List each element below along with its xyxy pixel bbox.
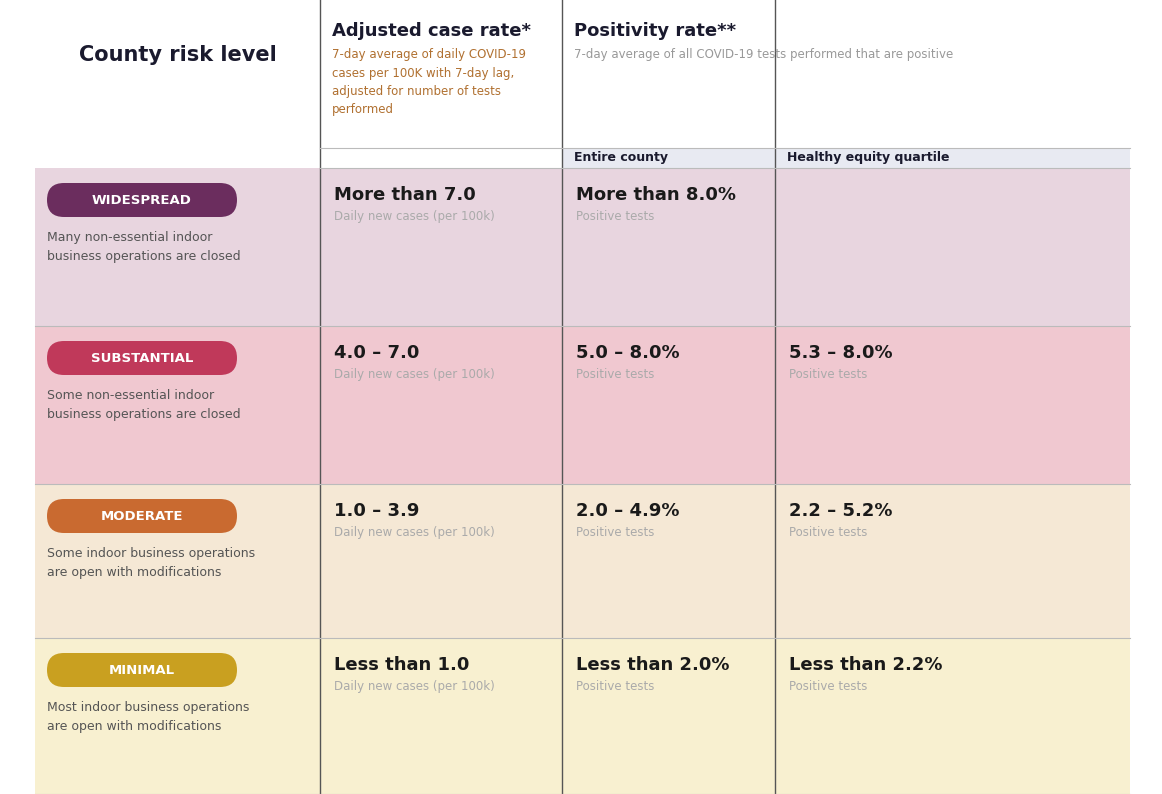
Text: 4.0 – 7.0: 4.0 – 7.0 (333, 344, 419, 362)
Text: Most indoor business operations
are open with modifications: Most indoor business operations are open… (46, 701, 250, 733)
FancyBboxPatch shape (46, 653, 237, 687)
Text: Daily new cases (per 100k): Daily new cases (per 100k) (333, 210, 495, 223)
Text: Positive tests: Positive tests (576, 526, 654, 539)
Text: MINIMAL: MINIMAL (109, 664, 175, 676)
Text: 5.0 – 8.0%: 5.0 – 8.0% (576, 344, 680, 362)
Text: MODERATE: MODERATE (101, 510, 184, 522)
Text: Some indoor business operations
are open with modifications: Some indoor business operations are open… (46, 547, 256, 579)
Text: County risk level: County risk level (79, 45, 277, 65)
Text: Positive tests: Positive tests (576, 368, 654, 381)
Text: Less than 1.0: Less than 1.0 (333, 656, 469, 674)
Text: Healthy equity quartile: Healthy equity quartile (787, 151, 949, 164)
Text: 1.0 – 3.9: 1.0 – 3.9 (333, 502, 419, 520)
Text: Daily new cases (per 100k): Daily new cases (per 100k) (333, 680, 495, 693)
Text: SUBSTANTIAL: SUBSTANTIAL (91, 352, 193, 364)
FancyBboxPatch shape (46, 183, 237, 217)
Text: WIDESPREAD: WIDESPREAD (92, 194, 192, 206)
FancyBboxPatch shape (46, 341, 237, 375)
Text: More than 7.0: More than 7.0 (333, 186, 475, 204)
Text: Positive tests: Positive tests (789, 526, 867, 539)
Text: More than 8.0%: More than 8.0% (576, 186, 736, 204)
Text: 7-day average of all COVID-19 tests performed that are positive: 7-day average of all COVID-19 tests perf… (574, 48, 953, 61)
Text: 7-day average of daily COVID-19
cases per 100K with 7-day lag,
adjusted for numb: 7-day average of daily COVID-19 cases pe… (332, 48, 526, 117)
Text: Daily new cases (per 100k): Daily new cases (per 100k) (333, 368, 495, 381)
Text: Many non-essential indoor
business operations are closed: Many non-essential indoor business opera… (46, 231, 241, 263)
Text: Positive tests: Positive tests (576, 210, 654, 223)
Text: 2.2 – 5.2%: 2.2 – 5.2% (789, 502, 892, 520)
Bar (35, 326, 1129, 484)
Text: Some non-essential indoor
business operations are closed: Some non-essential indoor business opera… (46, 389, 241, 421)
Text: Adjusted case rate*: Adjusted case rate* (332, 22, 531, 40)
Text: Less than 2.0%: Less than 2.0% (576, 656, 730, 674)
Bar (562, 148, 1129, 168)
Bar (35, 484, 1129, 638)
Text: Daily new cases (per 100k): Daily new cases (per 100k) (333, 526, 495, 539)
FancyBboxPatch shape (46, 499, 237, 533)
Text: Positive tests: Positive tests (789, 680, 867, 693)
Text: 5.3 – 8.0%: 5.3 – 8.0% (789, 344, 892, 362)
Text: Less than 2.2%: Less than 2.2% (789, 656, 942, 674)
Bar (35, 168, 1129, 326)
Bar (35, 638, 1129, 794)
Text: Entire county: Entire county (574, 151, 668, 164)
Text: Positive tests: Positive tests (576, 680, 654, 693)
Text: Positivity rate**: Positivity rate** (574, 22, 736, 40)
Text: 2.0 – 4.9%: 2.0 – 4.9% (576, 502, 680, 520)
Text: Positive tests: Positive tests (789, 368, 867, 381)
